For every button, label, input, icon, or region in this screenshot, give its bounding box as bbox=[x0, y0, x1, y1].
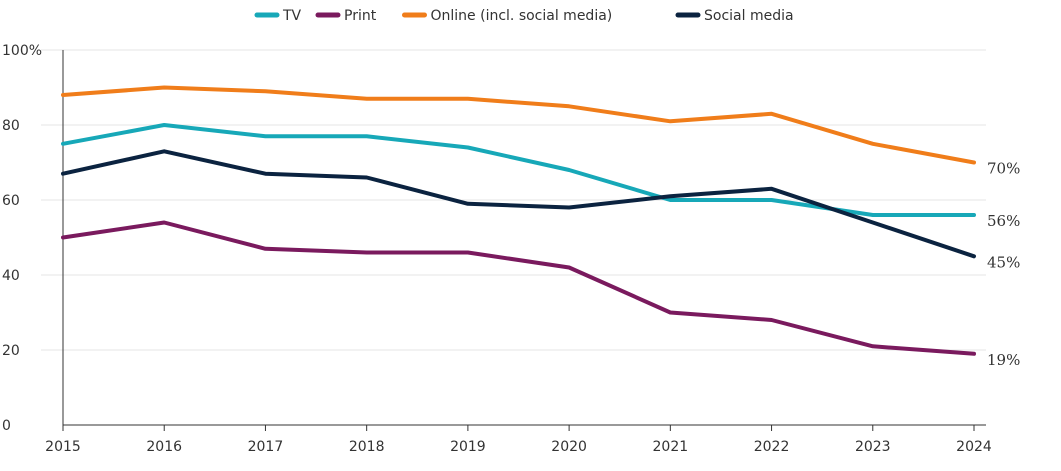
series-print-end-label: 19% bbox=[987, 351, 1020, 369]
legend: TV Print Online (incl. social media) Social… bbox=[254, 8, 794, 24]
series-online-incl-social-media-end-label: 70% bbox=[987, 160, 1020, 178]
x-tick-label: 2021 bbox=[653, 439, 689, 455]
y-tick-label: 60 bbox=[2, 193, 20, 209]
x-tick-label: 2020 bbox=[551, 439, 587, 455]
series-social-media-end-label: 45% bbox=[987, 253, 1020, 271]
y-tick-label: 20 bbox=[2, 343, 20, 359]
x-tick-label: 2024 bbox=[956, 439, 992, 455]
legend-social-media-label: Social media bbox=[704, 8, 794, 24]
legend-print-label: Print bbox=[344, 8, 377, 24]
x-tick-label: 2018 bbox=[349, 439, 385, 455]
x-tick-label: 2023 bbox=[855, 439, 891, 455]
series-online-incl-social-media-line bbox=[61, 85, 976, 165]
grid-lines bbox=[41, 49, 986, 351]
axes: 0 20 40 60 80 100% 2015 2016 2017 2018 2019 2020 202… bbox=[2, 43, 992, 455]
x-tick-label: 2015 bbox=[45, 439, 81, 455]
series-print-line bbox=[61, 220, 976, 356]
series-tv-end-label: 56% bbox=[987, 212, 1020, 230]
y-tick-label: 40 bbox=[2, 268, 20, 284]
series-lines bbox=[61, 85, 976, 356]
series-social-media-line bbox=[61, 149, 976, 259]
y-tick-label: 80 bbox=[2, 118, 20, 134]
legend-online-incl-social-media-label: Online (incl. social media) bbox=[431, 8, 613, 24]
x-tick-label: 2017 bbox=[248, 439, 284, 455]
y-tick-label: 100% bbox=[2, 43, 42, 59]
x-tick-label: 2016 bbox=[146, 439, 182, 455]
x-tick-label: 2022 bbox=[754, 439, 790, 455]
y-tick-label: 0 bbox=[2, 418, 11, 434]
series-tv-line bbox=[61, 123, 976, 217]
legend-tv-label: TV bbox=[282, 8, 302, 24]
end-labels: 56% 19% 70% 45% bbox=[987, 160, 1020, 369]
x-tick-label: 2019 bbox=[450, 439, 486, 455]
